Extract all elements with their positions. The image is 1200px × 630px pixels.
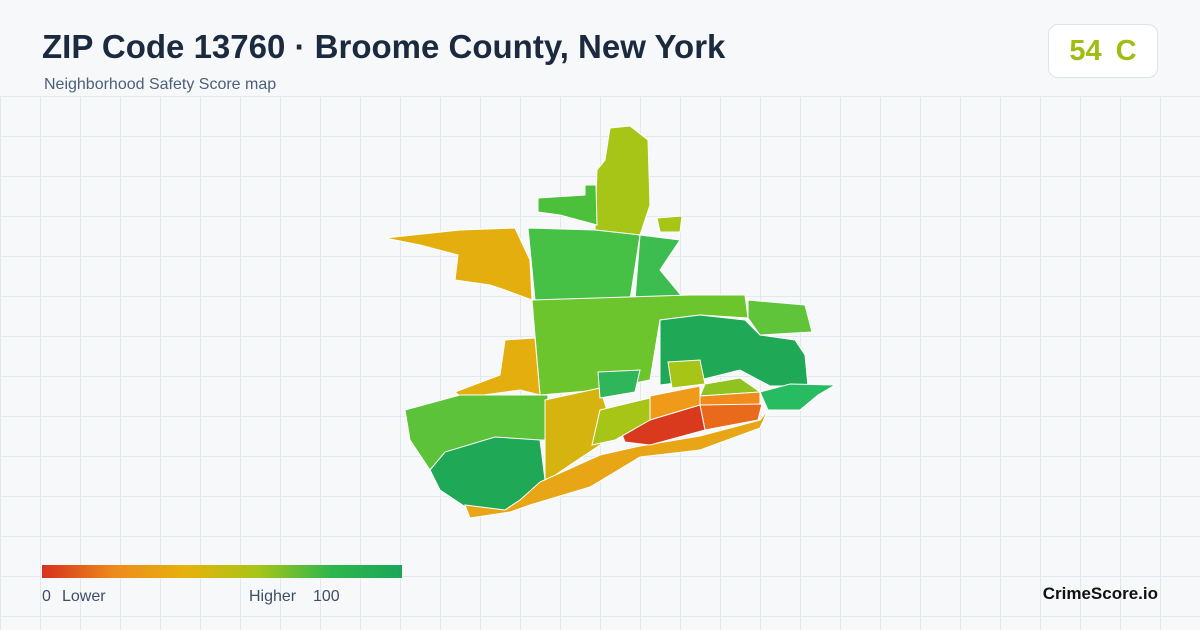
region xyxy=(747,299,813,336)
region xyxy=(384,227,533,301)
neighborhood-regions xyxy=(384,125,837,519)
header: ZIP Code 13760 · Broome County, New York… xyxy=(0,0,1200,96)
title: ZIP Code 13760 · Broome County, New York xyxy=(42,28,726,65)
score-grade: C xyxy=(1115,34,1137,67)
region xyxy=(634,234,687,301)
region xyxy=(656,215,683,233)
region xyxy=(667,359,706,389)
brand: CrimeScore.io xyxy=(1042,584,1158,603)
legend-max: 100 xyxy=(313,588,340,605)
legend-gradient xyxy=(42,565,402,578)
score-value: 54 xyxy=(1069,34,1102,67)
region xyxy=(597,369,641,399)
legend-max-label: Higher xyxy=(249,588,297,605)
region xyxy=(454,337,541,399)
legend-min: 0 xyxy=(42,588,51,605)
region xyxy=(591,397,651,446)
region xyxy=(759,383,837,411)
legend-min-label: Lower xyxy=(62,588,106,605)
region xyxy=(527,227,641,301)
region xyxy=(537,184,598,226)
region xyxy=(464,409,769,519)
score-badge: 54 C xyxy=(1048,24,1158,78)
region xyxy=(594,125,651,236)
subtitle: Neighborhood Safety Score map xyxy=(44,76,277,93)
